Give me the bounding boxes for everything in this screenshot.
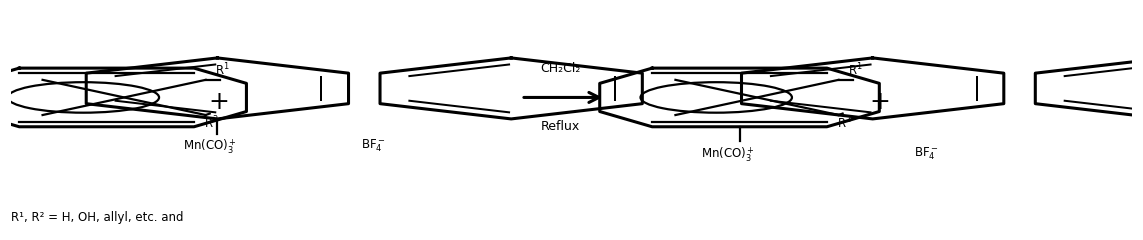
Text: R$^2$: R$^2$: [205, 115, 219, 132]
Text: CH₂Cl₂: CH₂Cl₂: [541, 62, 581, 75]
Text: +: +: [208, 90, 229, 114]
Text: +: +: [869, 90, 890, 114]
Text: Mn(CO)$_3^+$: Mn(CO)$_3^+$: [183, 137, 237, 156]
Text: Reflux: Reflux: [541, 120, 580, 133]
Text: BF$_4^-$: BF$_4^-$: [914, 145, 938, 162]
Text: R¹, R² = H, OH, allyl, etc. and: R¹, R² = H, OH, allyl, etc. and: [11, 211, 184, 224]
Text: Mn(CO)$_3^+$: Mn(CO)$_3^+$: [701, 145, 754, 164]
Text: R$^2$: R$^2$: [838, 115, 852, 132]
Text: BF$_4^-$: BF$_4^-$: [361, 137, 386, 154]
Text: R$^1$: R$^1$: [215, 62, 230, 78]
Text: R$^1$: R$^1$: [848, 62, 863, 78]
